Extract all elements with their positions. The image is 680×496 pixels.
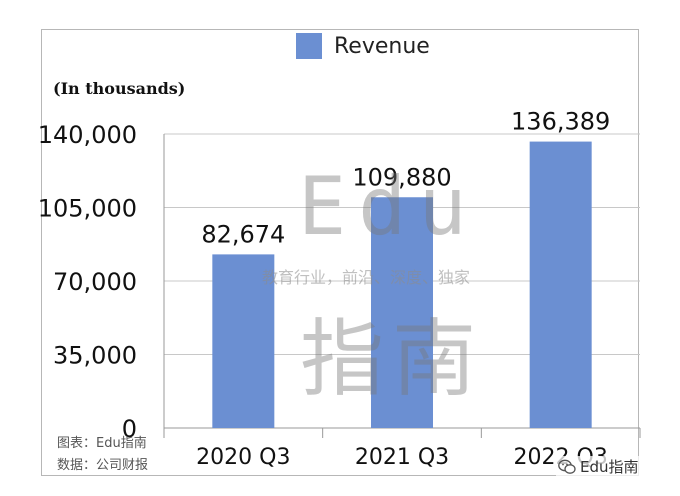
y-tick-label: 0 xyxy=(122,415,137,443)
x-category-label: 2021 Q3 xyxy=(355,445,449,470)
footnote-source: 数据：公司财报 xyxy=(57,458,149,473)
y-tick-label: 35,000 xyxy=(53,342,137,370)
footnote-chart-by: 图表：Edu指南 xyxy=(57,436,147,451)
brand-badge: Edu指南 xyxy=(556,456,641,477)
legend-label: Revenue xyxy=(334,33,430,59)
y-tick-label: 105,000 xyxy=(38,195,137,223)
bar-value-label: 109,880 xyxy=(352,163,451,191)
wechat-icon xyxy=(558,459,576,474)
y-tick-label: 140,000 xyxy=(38,121,137,149)
bar xyxy=(529,141,592,428)
x-category-label: 2020 Q3 xyxy=(196,445,290,470)
bar-value-label: 82,674 xyxy=(201,220,285,248)
unit-label: (In thousands) xyxy=(53,79,186,98)
bar xyxy=(212,254,275,428)
bar-value-label: 136,389 xyxy=(511,108,610,136)
brand-label: Edu指南 xyxy=(580,458,639,476)
y-tick-label: 70,000 xyxy=(53,268,137,296)
legend-swatch xyxy=(296,33,322,59)
chart-legend: Revenue xyxy=(296,33,430,59)
watermark-slogan: 教育行业，前沿、深度、独家 xyxy=(262,268,471,287)
bar xyxy=(371,197,433,428)
